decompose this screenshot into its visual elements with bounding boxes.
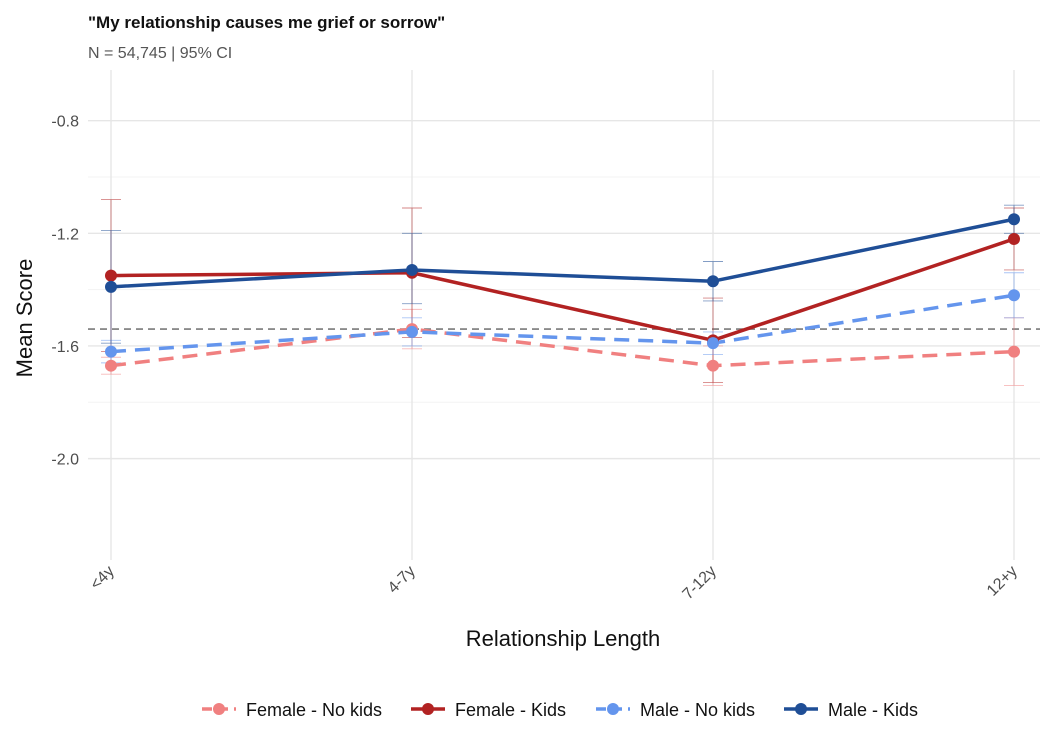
y-axis-label: Mean Score	[12, 259, 37, 378]
chart-title: "My relationship causes me grief or sorr…	[88, 13, 445, 32]
chart-subtitle: N = 54,745 | 95% CI	[88, 45, 232, 62]
legend-item: Female - No kids	[202, 700, 382, 720]
y-tick-label: -0.8	[51, 114, 79, 131]
y-tick-label: -2.0	[51, 452, 79, 469]
data-point	[105, 280, 117, 293]
x-tick-label: 4-7y	[385, 563, 419, 597]
legend-item: Male - Kids	[784, 700, 918, 720]
data-point	[406, 325, 418, 338]
x-tick-label: <4y	[87, 563, 118, 594]
legend-swatch-point	[607, 703, 619, 715]
series-points	[105, 213, 1020, 372]
data-point	[1008, 213, 1020, 226]
y-axis-ticks: -0.8 -1.2 -1.6 -2.0	[51, 114, 79, 469]
data-point	[105, 345, 117, 358]
x-tick-label: 7-12y	[680, 563, 720, 603]
data-point	[105, 359, 117, 372]
legend: Female - No kids Female - Kids Male - No k…	[202, 700, 918, 720]
grid-lines	[88, 70, 1040, 560]
x-axis-label: Relationship Length	[466, 626, 660, 651]
series-line	[110, 293, 1015, 354]
series-line	[110, 327, 1015, 368]
legend-swatch-point	[213, 703, 225, 715]
data-point	[1008, 289, 1020, 302]
data-point	[707, 359, 719, 372]
x-tick-label: 12+y	[984, 563, 1021, 600]
legend-label: Male - No kids	[640, 700, 755, 720]
data-point	[406, 263, 418, 276]
legend-swatch-point	[422, 703, 434, 715]
legend-label: Male - Kids	[828, 700, 918, 720]
data-point	[105, 269, 117, 282]
data-point	[707, 275, 719, 288]
data-point	[707, 337, 719, 350]
legend-label: Female - No kids	[246, 700, 382, 720]
series-lines	[110, 217, 1015, 368]
series-line	[110, 217, 1015, 289]
data-point	[1008, 232, 1020, 245]
series-line	[110, 237, 1015, 343]
legend-swatch-point	[795, 703, 807, 715]
x-axis-ticks: <4y 4-7y 7-12y 12+y	[87, 563, 1021, 603]
legend-label: Female - Kids	[455, 700, 566, 720]
y-tick-label: -1.2	[51, 226, 79, 243]
legend-item: Female - Kids	[411, 700, 566, 720]
y-tick-label: -1.6	[51, 339, 79, 356]
legend-item: Male - No kids	[596, 700, 755, 720]
data-point	[1008, 345, 1020, 358]
